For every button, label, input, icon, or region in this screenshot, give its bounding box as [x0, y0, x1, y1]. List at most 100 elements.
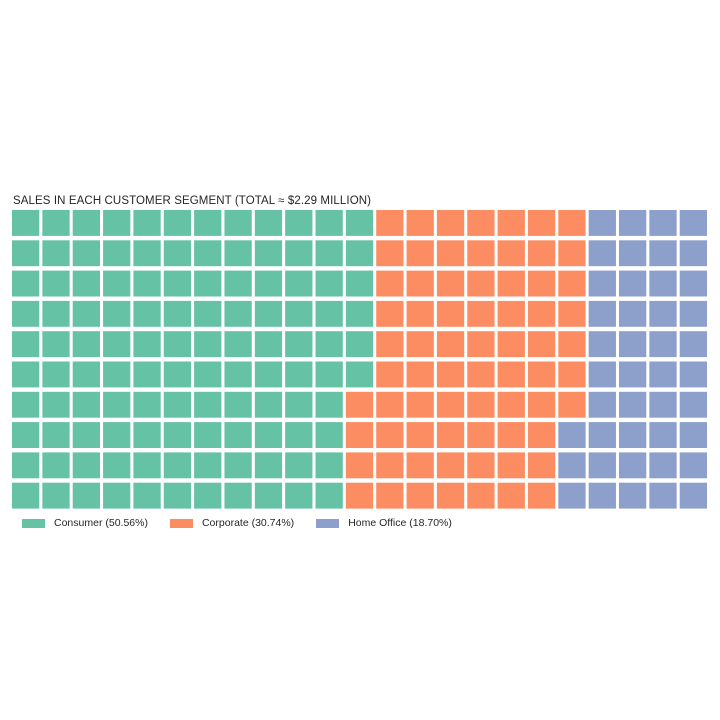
- waffle-cell-corporate: [376, 300, 404, 327]
- waffle-cell-consumer: [285, 391, 313, 418]
- waffle-cell-corporate: [406, 422, 434, 448]
- waffle-cell-consumer: [285, 210, 313, 236]
- waffle-cell-corporate: [558, 270, 586, 297]
- waffle-cell-corporate: [467, 482, 495, 509]
- waffle-cell-corporate: [497, 331, 525, 358]
- waffle-cell-consumer: [133, 361, 161, 388]
- waffle-cell-corporate: [436, 391, 465, 418]
- waffle-cell-home-office: [558, 422, 586, 448]
- waffle-cell-corporate: [436, 270, 465, 297]
- waffle-cell-consumer: [345, 300, 374, 327]
- waffle-cell-corporate: [467, 422, 495, 448]
- waffle-cell-consumer: [315, 452, 343, 479]
- waffle-cell-consumer: [194, 391, 222, 418]
- waffle-cell-corporate: [558, 361, 586, 388]
- waffle-cell-corporate: [436, 422, 465, 448]
- waffle-cell-consumer: [103, 482, 131, 509]
- waffle-cell-consumer: [103, 452, 131, 479]
- legend-label-corporate: Corporate (30.74%): [201, 517, 295, 529]
- waffle-cell-consumer: [315, 270, 343, 297]
- waffle-cell-consumer: [315, 300, 343, 327]
- waffle-cell-consumer: [72, 361, 100, 388]
- waffle-cell-consumer: [133, 331, 161, 358]
- waffle-cell-consumer: [345, 270, 374, 297]
- waffle-cell-consumer: [103, 331, 131, 358]
- waffle-cell-consumer: [12, 391, 40, 418]
- waffle-cell-consumer: [72, 391, 100, 418]
- waffle-cell-consumer: [224, 331, 252, 358]
- legend-swatch-consumer: [22, 518, 45, 528]
- waffle-cell-corporate: [527, 210, 556, 236]
- waffle-cell-consumer: [254, 391, 283, 418]
- waffle-cell-consumer: [194, 300, 222, 327]
- waffle-cell-home-office: [649, 361, 677, 388]
- waffle-cell-consumer: [42, 482, 70, 509]
- waffle-cell-consumer: [345, 331, 374, 358]
- waffle-cell-home-office: [619, 210, 647, 236]
- waffle-cell-consumer: [224, 300, 252, 327]
- waffle-cell-consumer: [315, 422, 343, 448]
- waffle-cell-consumer: [12, 422, 40, 448]
- waffle-cell-corporate: [497, 422, 525, 448]
- waffle-cell-home-office: [588, 482, 616, 509]
- waffle-cell-corporate: [497, 482, 525, 509]
- waffle-cell-corporate: [406, 361, 434, 388]
- waffle-cell-consumer: [103, 361, 131, 388]
- waffle-cell-consumer: [42, 422, 70, 448]
- waffle-cell-corporate: [436, 361, 465, 388]
- waffle-cell-consumer: [285, 452, 313, 479]
- waffle-cell-corporate: [497, 391, 525, 418]
- waffle-cell-corporate: [467, 331, 495, 358]
- waffle-cell-consumer: [163, 300, 192, 327]
- waffle-cell-corporate: [467, 452, 495, 479]
- waffle-cell-consumer: [224, 361, 252, 388]
- waffle-cell-corporate: [406, 240, 434, 267]
- waffle-cell-corporate: [467, 300, 495, 327]
- waffle-cell-consumer: [133, 270, 161, 297]
- waffle-cell-home-office: [588, 361, 616, 388]
- waffle-cell-corporate: [376, 240, 404, 267]
- waffle-cell-consumer: [254, 361, 283, 388]
- waffle-cell-consumer: [194, 270, 222, 297]
- waffle-cell-corporate: [345, 391, 374, 418]
- waffle-cell-consumer: [72, 422, 100, 448]
- waffle-cell-corporate: [406, 331, 434, 358]
- waffle-cell-consumer: [315, 361, 343, 388]
- waffle-cell-consumer: [194, 240, 222, 267]
- waffle-cell-home-office: [588, 422, 616, 448]
- waffle-cell-consumer: [42, 210, 70, 236]
- legend-item-consumer: Consumer (50.56%): [22, 517, 148, 529]
- waffle-cell-home-office: [588, 270, 616, 297]
- waffle-cell-consumer: [224, 452, 252, 479]
- waffle-cell-consumer: [42, 391, 70, 418]
- waffle-cell-consumer: [12, 331, 40, 358]
- waffle-cell-consumer: [72, 210, 100, 236]
- waffle-cell-consumer: [163, 361, 192, 388]
- waffle-cell-corporate: [558, 331, 586, 358]
- waffle-cell-consumer: [72, 452, 100, 479]
- waffle-cell-corporate: [376, 331, 404, 358]
- waffle-cell-consumer: [254, 300, 283, 327]
- waffle-cell-corporate: [345, 482, 374, 509]
- waffle-cell-consumer: [285, 482, 313, 509]
- waffle-cell-corporate: [467, 270, 495, 297]
- waffle-cell-corporate: [345, 452, 374, 479]
- waffle-cell-consumer: [224, 391, 252, 418]
- waffle-cell-consumer: [254, 452, 283, 479]
- waffle-cell-corporate: [497, 240, 525, 267]
- waffle-cell-consumer: [345, 240, 374, 267]
- waffle-cell-consumer: [103, 270, 131, 297]
- waffle-cell-consumer: [42, 361, 70, 388]
- waffle-cell-consumer: [133, 391, 161, 418]
- waffle-cell-home-office: [619, 452, 647, 479]
- waffle-cell-consumer: [163, 482, 192, 509]
- waffle-cell-corporate: [406, 210, 434, 236]
- waffle-cell-corporate: [497, 300, 525, 327]
- waffle-cell-corporate: [467, 361, 495, 388]
- waffle-cell-consumer: [194, 452, 222, 479]
- waffle-cell-consumer: [315, 210, 343, 236]
- legend-item-corporate: Corporate (30.74%): [169, 517, 295, 529]
- waffle-cell-home-office: [649, 452, 677, 479]
- waffle-cell-home-office: [649, 391, 677, 418]
- waffle-cell-home-office: [649, 210, 677, 236]
